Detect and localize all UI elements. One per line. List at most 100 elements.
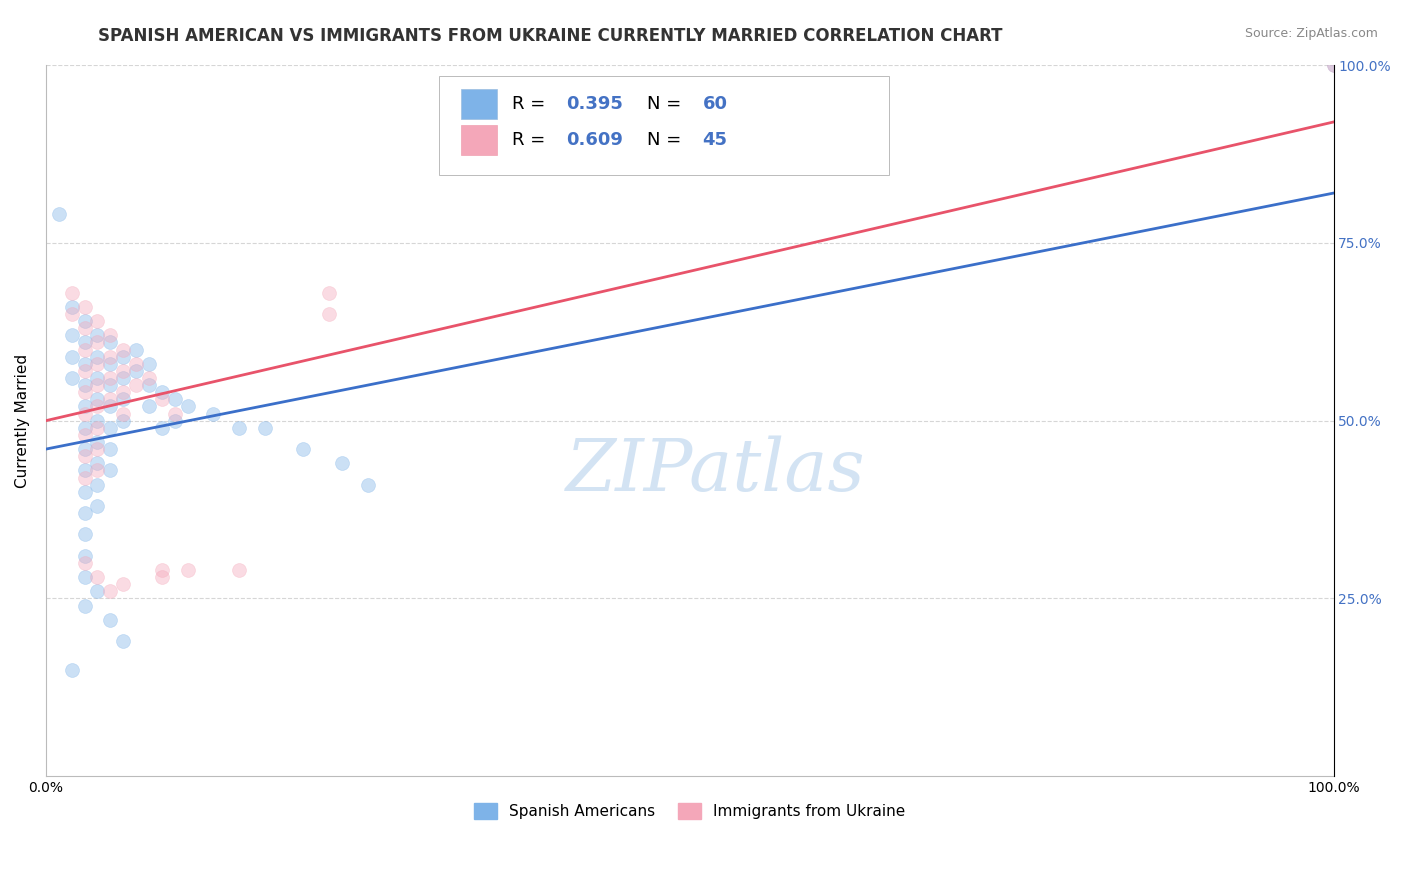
Point xyxy=(86,456,108,470)
Point xyxy=(138,357,160,371)
Point xyxy=(73,428,96,442)
Point xyxy=(73,300,96,314)
Point xyxy=(98,350,121,364)
Point xyxy=(112,350,135,364)
Point xyxy=(98,613,121,627)
Point xyxy=(98,463,121,477)
Point xyxy=(73,599,96,613)
Y-axis label: Currently Married: Currently Married xyxy=(15,353,30,488)
Point xyxy=(73,378,96,392)
Point xyxy=(98,357,121,371)
Point xyxy=(73,335,96,350)
Text: Source: ZipAtlas.com: Source: ZipAtlas.com xyxy=(1244,27,1378,40)
Point xyxy=(73,385,96,400)
Text: 45: 45 xyxy=(703,131,728,149)
Point xyxy=(60,350,83,364)
Point xyxy=(98,400,121,414)
Point xyxy=(112,343,135,357)
Point xyxy=(73,449,96,463)
Point xyxy=(176,400,198,414)
Text: ZIPatlas: ZIPatlas xyxy=(565,435,865,506)
Point xyxy=(202,407,225,421)
Point xyxy=(318,307,340,321)
Point xyxy=(150,392,173,407)
Point xyxy=(1322,58,1344,72)
Point xyxy=(86,570,108,584)
Point xyxy=(73,442,96,456)
Point xyxy=(86,584,108,599)
Point xyxy=(86,400,108,414)
Point xyxy=(73,506,96,520)
Point xyxy=(60,307,83,321)
Point xyxy=(253,421,276,435)
Text: R =: R = xyxy=(512,131,551,149)
Point xyxy=(138,400,160,414)
Point xyxy=(73,470,96,484)
Point xyxy=(125,357,148,371)
Point xyxy=(112,371,135,385)
Point xyxy=(86,371,108,385)
Text: R =: R = xyxy=(512,95,551,113)
Point xyxy=(86,328,108,343)
Point xyxy=(60,371,83,385)
Point xyxy=(150,563,173,577)
Point xyxy=(125,378,148,392)
Point xyxy=(73,343,96,357)
Point xyxy=(138,378,160,392)
Point xyxy=(125,343,148,357)
Point xyxy=(98,421,121,435)
Point xyxy=(330,456,353,470)
Point xyxy=(98,442,121,456)
Point xyxy=(150,421,173,435)
Text: 0.395: 0.395 xyxy=(567,95,623,113)
Point xyxy=(73,463,96,477)
Text: N =: N = xyxy=(647,95,688,113)
Point xyxy=(112,385,135,400)
Point xyxy=(98,584,121,599)
Point xyxy=(73,549,96,563)
Point xyxy=(73,484,96,499)
Point xyxy=(73,321,96,335)
Point xyxy=(86,350,108,364)
Point xyxy=(163,414,186,428)
Point xyxy=(112,414,135,428)
Point xyxy=(60,328,83,343)
Point xyxy=(86,392,108,407)
Bar xyxy=(461,125,496,154)
Point xyxy=(86,314,108,328)
Point xyxy=(86,335,108,350)
Point xyxy=(125,364,148,378)
Point xyxy=(73,527,96,541)
Point xyxy=(73,314,96,328)
Text: N =: N = xyxy=(647,131,688,149)
FancyBboxPatch shape xyxy=(439,76,890,176)
Point xyxy=(138,371,160,385)
Point xyxy=(73,364,96,378)
Point xyxy=(86,434,108,449)
Point xyxy=(112,634,135,648)
Point xyxy=(86,463,108,477)
Point xyxy=(86,421,108,435)
Point xyxy=(86,414,108,428)
Point xyxy=(73,400,96,414)
Point xyxy=(112,577,135,591)
Bar xyxy=(461,89,496,120)
Point xyxy=(292,442,315,456)
Point xyxy=(150,570,173,584)
Point xyxy=(48,207,70,221)
Point xyxy=(98,335,121,350)
Point xyxy=(163,407,186,421)
Point xyxy=(86,442,108,456)
Point xyxy=(86,378,108,392)
Point xyxy=(86,499,108,513)
Point xyxy=(86,357,108,371)
Point xyxy=(73,357,96,371)
Point xyxy=(176,563,198,577)
Point xyxy=(1322,58,1344,72)
Point xyxy=(73,421,96,435)
Point xyxy=(98,371,121,385)
Point xyxy=(73,556,96,570)
Point xyxy=(73,570,96,584)
Point xyxy=(60,285,83,300)
Point xyxy=(112,364,135,378)
